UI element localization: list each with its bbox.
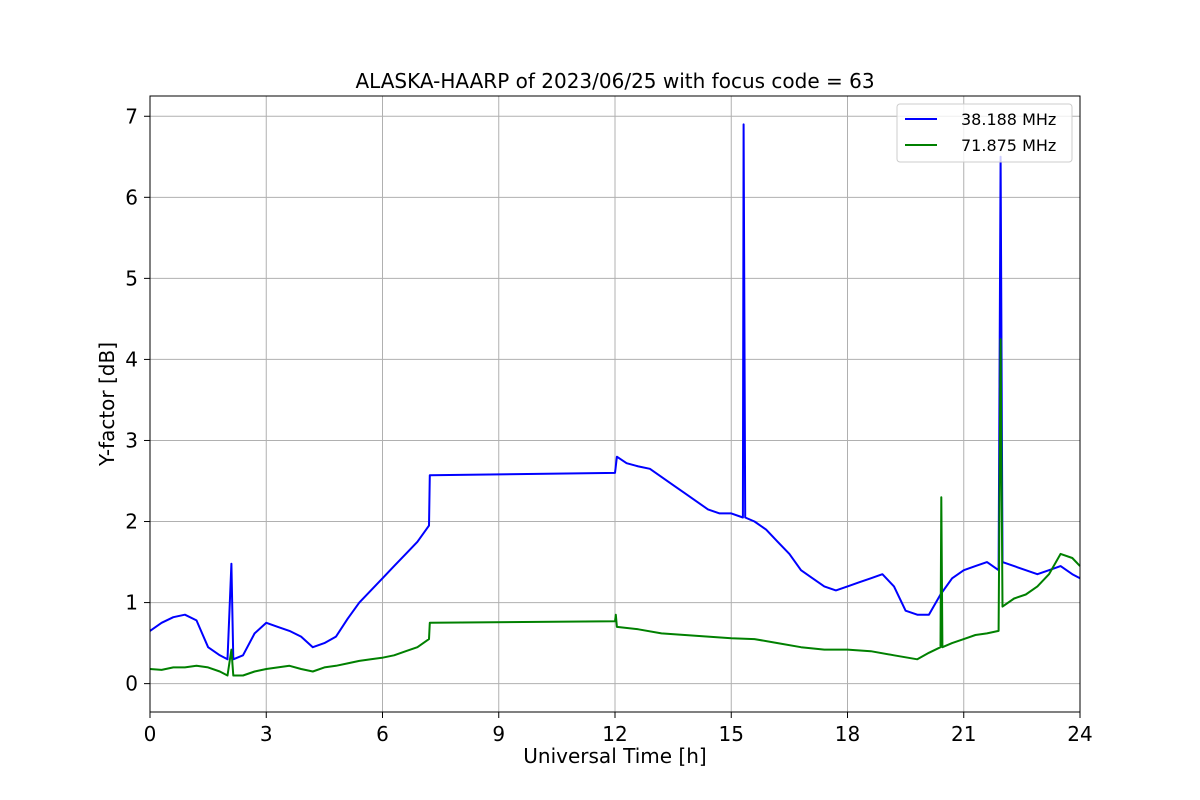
legend-label-0: 38.188 MHz bbox=[961, 110, 1056, 129]
x-tick-label-8: 24 bbox=[1067, 722, 1092, 746]
y-tick-label-1: 1 bbox=[125, 591, 138, 615]
x-tick-label-6: 18 bbox=[835, 722, 860, 746]
series-line-1 bbox=[149, 338, 1081, 677]
series-layer bbox=[149, 123, 1081, 677]
x-axis-label: Universal Time [h] bbox=[523, 744, 706, 768]
legend: 38.188 MHz 71.875 MHz bbox=[896, 103, 1073, 163]
chart-title: ALASKA-HAARP of 2023/06/25 with focus co… bbox=[355, 69, 874, 93]
x-tick-label-5: 15 bbox=[719, 722, 744, 746]
series-line-0 bbox=[149, 123, 1081, 661]
y-tick-label-6: 6 bbox=[125, 185, 138, 209]
y-tick-label-7: 7 bbox=[125, 104, 138, 128]
x-tick-label-1: 3 bbox=[260, 722, 273, 746]
y-tick-label-2: 2 bbox=[125, 510, 138, 534]
x-tick-label-4: 12 bbox=[602, 722, 627, 746]
x-tick-label-0: 0 bbox=[144, 722, 157, 746]
x-tick-label-7: 21 bbox=[951, 722, 976, 746]
x-tick-label-2: 6 bbox=[376, 722, 389, 746]
legend-box bbox=[896, 103, 1073, 163]
y-tick-label-3: 3 bbox=[125, 428, 138, 452]
y-tick-label-4: 4 bbox=[125, 347, 138, 371]
legend-label-1: 71.875 MHz bbox=[961, 136, 1056, 155]
y-tick-label-5: 5 bbox=[125, 266, 138, 290]
y-axis-label: Y-factor [dB] bbox=[95, 342, 119, 467]
y-tick-label-0: 0 bbox=[125, 672, 138, 696]
x-tick-label-3: 9 bbox=[492, 722, 505, 746]
